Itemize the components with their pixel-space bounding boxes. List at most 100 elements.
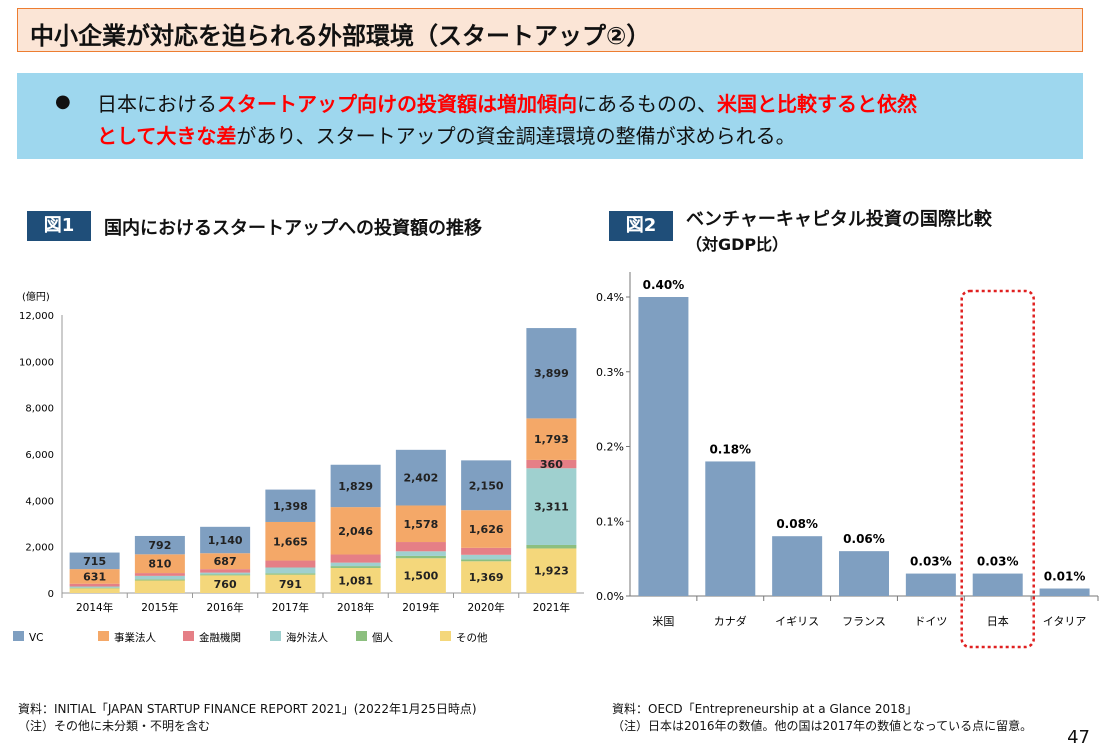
data-label: 3,311 [534,501,569,514]
bar-segment [461,559,512,562]
data-label: 1,829 [338,480,373,493]
bar [905,573,956,596]
legend-label: 個人 [372,631,393,644]
figure-2-label: 図2 [609,211,673,241]
bar [839,551,889,596]
x-tick-label: ドイツ [914,615,947,628]
bar-segment [200,553,251,570]
bar-segment [526,548,577,593]
legend-label: VC [29,632,44,644]
data-label: 2,046 [338,525,373,538]
bar-segment [330,562,381,567]
bar-segment [461,547,512,555]
y-tick-label: 0.4% [596,291,624,304]
x-tick-label: 2020年 [468,601,505,614]
bar-segment [69,583,120,587]
data-label: 2,150 [469,479,504,492]
bar [772,536,823,596]
bar-segment [395,555,446,559]
x-tick-label: カナダ [714,614,747,628]
y-tick-label: 8,000 [25,404,54,415]
summary-emphasis: 米国と比較すると依然 [717,92,917,116]
x-tick-label: 2018年 [337,601,374,614]
bar-segment [134,554,185,574]
bar [972,573,1023,596]
data-label: 0.06% [843,532,885,546]
bar-segment [330,464,381,508]
data-label: 0.08% [776,517,818,531]
x-tick-label: 2021年 [533,601,570,614]
title-bar: 中小企業が対応を迫られる外部環境（スタートアップ②） [17,8,1083,52]
source-line: 資料：INITIAL「JAPAN STARTUP FINANCE REPORT … [18,702,477,716]
summary-box: ● 日本におけるスタートアップ向けの投資額は増加傾向にあるものの、米国と比較する… [17,73,1083,159]
bar-segment [461,510,512,548]
bar-segment [134,535,185,555]
summary-text: にあるものの、 [577,92,717,116]
bar-segment [395,551,446,556]
x-tick-label: 2015年 [141,601,178,614]
y-tick-label: 10,000 [19,357,54,368]
legend-swatch [183,631,194,641]
figure-1-label: 図1 [27,211,91,241]
y-tick-label: 0.1% [596,515,624,528]
data-label: 0.03% [910,555,952,569]
x-tick-label: 2017年 [272,601,309,614]
data-label: 360 [540,458,563,471]
bar-segment [69,552,120,570]
bar-segment [526,544,577,549]
legend-label: 海外法人 [286,631,328,644]
bar-segment [265,573,316,575]
bar-segment [200,572,251,575]
y-tick-label: 12,000 [19,311,54,322]
summary-emphasis: スタートアップ向けの投資額は増加傾向 [217,92,577,116]
bar-segment [134,575,185,580]
data-label: 0.40% [643,278,685,292]
y-tick-label: 0.0% [596,590,624,603]
bar-segment [265,560,316,568]
x-tick-label: 米国 [652,615,674,628]
bar-segment [526,418,577,460]
y-tick-label: 0.2% [596,441,624,454]
y-tick-label: 2,000 [25,543,54,554]
legend-label: 金融機関 [199,631,241,644]
y-tick-label: 0 [48,589,54,600]
data-label: 1,369 [469,571,504,584]
bar-segment [526,328,577,419]
bar-segment [69,586,120,588]
data-label: 1,793 [534,433,569,446]
page-number: 47 [1067,727,1090,748]
summary-text: 日本における [97,92,217,116]
bar-segment [69,587,120,589]
data-label: 810 [148,558,171,571]
data-label: 1,923 [534,565,569,578]
bar [638,297,689,596]
figure-2-title: ベンチャーキャピタル投資の国際比較 [686,209,992,230]
bar-segment [69,588,120,593]
summary-line-1: 日本におけるスタートアップ向けの投資額は増加傾向にあるものの、米国と比較すると依… [97,88,917,117]
y-tick-label: 6,000 [25,450,54,461]
summary-emphasis: として大きな差 [97,124,237,148]
legend-label: その他 [456,631,488,644]
data-label: 2,402 [403,472,438,485]
bar-segment [265,574,316,593]
bar-segment [461,554,512,560]
x-tick-label: 日本 [987,614,1009,628]
bar-segment [200,575,251,593]
bar-segment [330,507,381,555]
x-tick-label: イタリア [1043,615,1087,628]
summary-text: があり、スタートアップの資金調達環境の整備が求められる。 [236,124,796,148]
bar [705,461,756,596]
bar-segment [330,567,381,593]
bar [1039,588,1090,596]
bar-segment [134,580,185,593]
vc-gdp-bar-chart: 0.0% 0.1% 0.2% 0.3% 0.4% 0.40% 米国 0.18% カナダ 0.08%… [596,272,1099,649]
source-line: 資料：OECD「Entrepreneurship at a Glance 201… [612,702,918,716]
x-tick-label: 2019年 [402,601,439,614]
y-tick-label: 4,000 [25,496,54,507]
bar-segment [526,459,577,469]
data-label: 715 [83,555,106,568]
figure-2-source: 資料：OECD「Entrepreneurship at a Glance 201… [612,701,1032,735]
bar-segment [395,449,446,506]
figure-2-subtitle: （対GDP比） [686,235,789,254]
x-tick-label: イギリス [775,615,819,628]
